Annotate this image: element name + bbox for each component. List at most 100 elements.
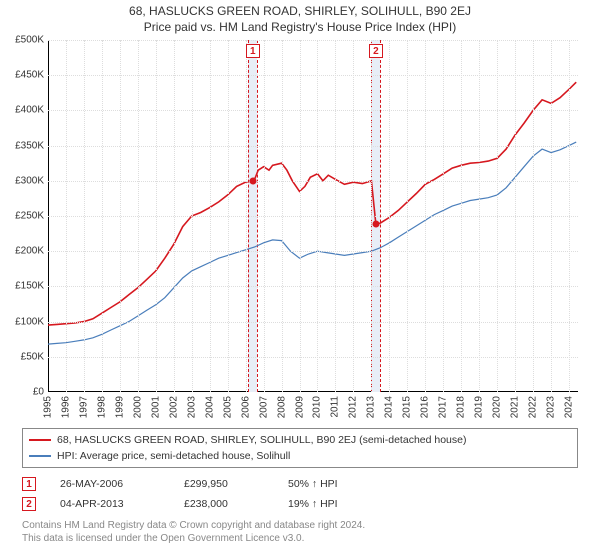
sales-row-badge: 2 xyxy=(22,497,36,511)
x-tick-label: 2015 xyxy=(402,396,413,418)
sale-marker-dot xyxy=(249,177,256,184)
x-tick-label: 2017 xyxy=(438,396,449,418)
x-tick-label: 2000 xyxy=(132,396,143,418)
x-tick-label: 2007 xyxy=(258,396,269,418)
y-tick-label: £450K xyxy=(15,70,44,81)
gridline-horizontal xyxy=(48,216,578,217)
chart-title-subtitle: Price paid vs. HM Land Registry's House … xyxy=(0,20,600,34)
gridline-vertical xyxy=(84,40,85,392)
sales-row-price: £299,950 xyxy=(184,478,264,490)
sales-table: 126-MAY-2006£299,95050% ↑ HPI204-APR-201… xyxy=(22,474,578,514)
y-tick-label: £150K xyxy=(15,281,44,292)
gridline-vertical xyxy=(425,40,426,392)
x-tick-label: 2004 xyxy=(204,396,215,418)
x-tick-label: 2006 xyxy=(240,396,251,418)
gridline-vertical xyxy=(174,40,175,392)
x-tick-label: 2023 xyxy=(546,396,557,418)
x-tick-label: 2016 xyxy=(420,396,431,418)
gridline-horizontal xyxy=(48,286,578,287)
gridline-vertical xyxy=(317,40,318,392)
x-tick-label: 2018 xyxy=(456,396,467,418)
legend-row: HPI: Average price, semi-detached house,… xyxy=(29,448,571,464)
x-tick-label: 2001 xyxy=(150,396,161,418)
x-tick-label: 2019 xyxy=(474,396,485,418)
x-tick-label: 2009 xyxy=(294,396,305,418)
sales-row-price: £238,000 xyxy=(184,498,264,510)
disclaimer-line-2: This data is licensed under the Open Gov… xyxy=(22,533,578,546)
legend-label: HPI: Average price, semi-detached house,… xyxy=(57,450,290,462)
x-tick-label: 2013 xyxy=(366,396,377,418)
sales-row-badge: 1 xyxy=(22,477,36,491)
x-tick-label: 2014 xyxy=(384,396,395,418)
y-tick-label: £100K xyxy=(15,316,44,327)
gridline-horizontal xyxy=(48,75,578,76)
gridline-vertical xyxy=(192,40,193,392)
gridline-vertical xyxy=(228,40,229,392)
x-tick-label: 1996 xyxy=(60,396,71,418)
gridline-vertical xyxy=(515,40,516,392)
disclaimer-text: Contains HM Land Registry data © Crown c… xyxy=(22,520,578,545)
x-tick-label: 2011 xyxy=(330,396,341,418)
x-tick-label: 2008 xyxy=(276,396,287,418)
sales-row-vs-hpi: 19% ↑ HPI xyxy=(288,498,338,510)
sales-row-date: 04-APR-2013 xyxy=(60,498,160,510)
x-tick-label: 1999 xyxy=(114,396,125,418)
x-tick-label: 2024 xyxy=(564,396,575,418)
gridline-horizontal xyxy=(48,322,578,323)
x-tick-label: 1998 xyxy=(96,396,107,418)
y-tick-label: £300K xyxy=(15,175,44,186)
gridline-vertical xyxy=(497,40,498,392)
sales-table-row: 2 04-APR-2013 £238,000 19% ↑ HPI xyxy=(22,494,578,514)
gridline-horizontal xyxy=(48,357,578,358)
legend-swatch xyxy=(29,439,51,441)
gridline-vertical xyxy=(533,40,534,392)
gridline-vertical xyxy=(102,40,103,392)
chart-plot-area: £0£50K£100K£150K£200K£250K£300K£350K£400… xyxy=(48,40,578,392)
gridline-vertical xyxy=(156,40,157,392)
gridline-horizontal xyxy=(48,146,578,147)
sales-row-vs-hpi: 50% ↑ HPI xyxy=(288,478,338,490)
gridline-vertical xyxy=(300,40,301,392)
y-tick-label: £250K xyxy=(15,211,44,222)
gridline-vertical xyxy=(138,40,139,392)
gridline-vertical xyxy=(443,40,444,392)
sale-badge: 2 xyxy=(369,44,383,58)
gridline-vertical xyxy=(479,40,480,392)
sales-table-row: 126-MAY-2006£299,95050% ↑ HPI xyxy=(22,474,578,494)
x-tick-label: 1995 xyxy=(43,396,54,418)
x-tick-label: 2005 xyxy=(222,396,233,418)
gridline-vertical xyxy=(264,40,265,392)
legend-swatch xyxy=(29,455,51,457)
chart-legend: 68, HASLUCKS GREEN ROAD, SHIRLEY, SOLIHU… xyxy=(22,428,578,468)
gridline-vertical xyxy=(210,40,211,392)
x-tick-label: 2003 xyxy=(186,396,197,418)
chart-title-address: 68, HASLUCKS GREEN ROAD, SHIRLEY, SOLIHU… xyxy=(0,4,600,18)
x-tick-label: 2022 xyxy=(528,396,539,418)
gridline-vertical xyxy=(246,40,247,392)
y-tick-label: £200K xyxy=(15,246,44,257)
gridline-vertical xyxy=(389,40,390,392)
gridline-vertical xyxy=(66,40,67,392)
sale-badge: 1 xyxy=(246,44,260,58)
gridline-vertical xyxy=(461,40,462,392)
y-tick-label: £500K xyxy=(15,35,44,46)
x-tick-label: 1997 xyxy=(78,396,89,418)
gridline-vertical xyxy=(353,40,354,392)
x-tick-label: 2012 xyxy=(348,396,359,418)
gridline-vertical xyxy=(120,40,121,392)
gridline-vertical xyxy=(282,40,283,392)
gridline-vertical xyxy=(371,40,372,392)
y-tick-label: £400K xyxy=(15,105,44,116)
disclaimer-line-1: Contains HM Land Registry data © Crown c… xyxy=(22,520,578,533)
gridline-horizontal xyxy=(48,251,578,252)
gridline-vertical xyxy=(335,40,336,392)
y-tick-label: £350K xyxy=(15,140,44,151)
x-tick-label: 2002 xyxy=(168,396,179,418)
gridline-vertical xyxy=(407,40,408,392)
x-tick-label: 2010 xyxy=(312,396,323,418)
legend-label: 68, HASLUCKS GREEN ROAD, SHIRLEY, SOLIHU… xyxy=(57,434,466,446)
gridline-vertical xyxy=(551,40,552,392)
gridline-horizontal xyxy=(48,110,578,111)
gridline-horizontal xyxy=(48,181,578,182)
x-tick-label: 2021 xyxy=(510,396,521,418)
